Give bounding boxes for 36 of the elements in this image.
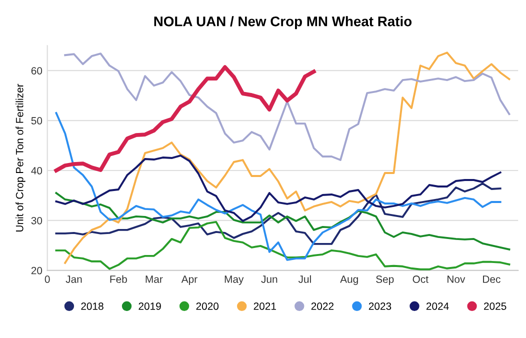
x-tick-label: Feb [110,275,127,283]
legend-label: 2024 [426,302,449,310]
line-series [55,220,510,270]
line-series [64,52,510,161]
y-axis-title: Unit of Crop Per Ton of Fertilizer [16,84,26,232]
line-series [64,52,510,264]
line-series [55,112,502,261]
chart-title: NOLA UAN / New Crop MN Wheat Ratio [154,16,412,30]
x-tick-label: May [224,276,244,285]
line-series [55,154,502,222]
x-tick-label: Dec [483,276,500,283]
y-tick-label: 20 [31,266,42,274]
legend-label: 2020 [196,302,219,310]
y-tick-label: 60 [31,67,42,74]
x-tick-label: 0 [44,276,50,283]
x-tick-label: Jan [66,276,82,283]
legend-label: 2025 [484,302,506,310]
x-tick-label: Sep [376,276,394,285]
legend-label: 2023 [368,302,392,310]
line-series [55,182,502,245]
y-tick-label: 40 [31,167,42,174]
x-tick-label: Aug [340,276,358,285]
legend-label: 2022 [311,302,334,310]
x-tick-label: Nov [448,276,466,283]
legend-label: 2018 [81,302,104,310]
x-tick-label: Jun [261,276,278,283]
line-series [54,65,316,172]
y-tick-label: 50 [31,117,42,124]
line-series [55,192,510,250]
x-tick-label: Apr [181,276,198,285]
x-tick-label: Jul [298,275,311,283]
x-tick-label: Mar [146,276,163,283]
legend-label: 2019 [138,302,161,310]
legend-label: 2021 [254,302,276,310]
y-tick-label: 30 [31,216,42,224]
x-tick-label: Oct [412,276,428,283]
